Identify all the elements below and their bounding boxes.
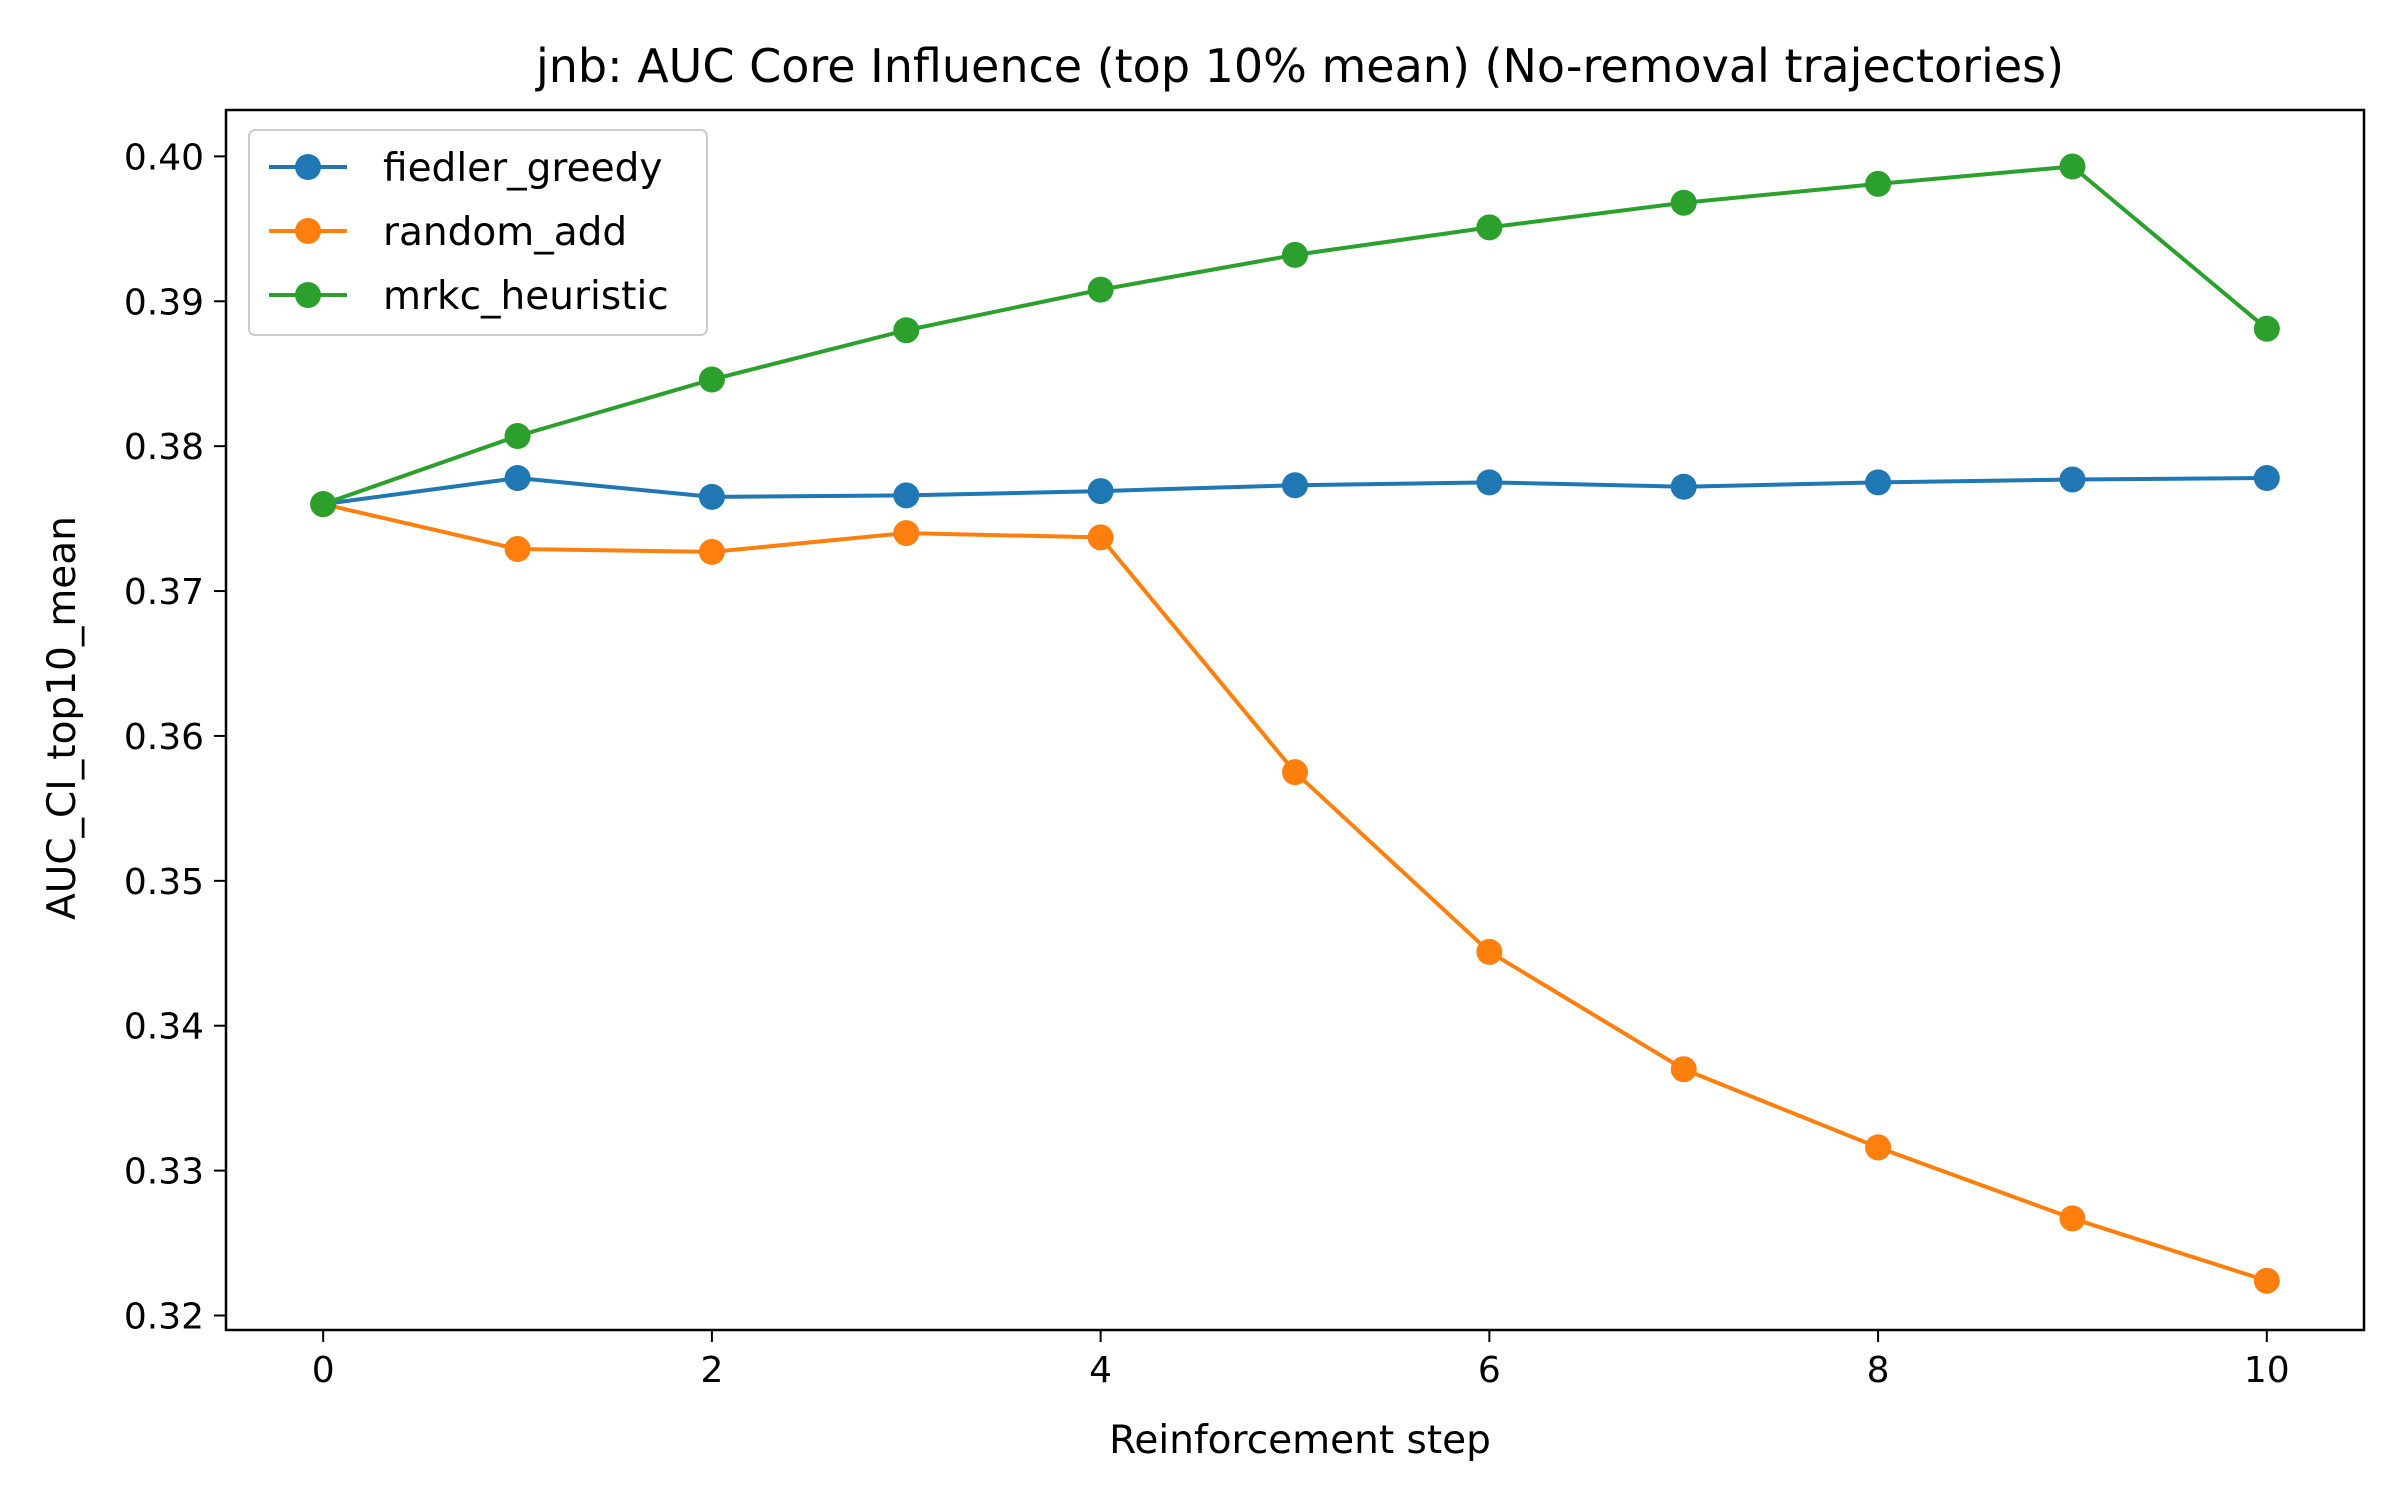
data-point-fiedler_greedy xyxy=(698,483,725,510)
legend-marker-random_add xyxy=(295,218,321,244)
chart-title: jnb: AUC Core Influence (top 10% mean) (… xyxy=(535,39,2064,93)
legend: fiedler_greedy random_add mrkc_heuristic xyxy=(248,129,708,336)
data-point-mrkc_heuristic xyxy=(1087,276,1114,303)
legend-label-fiedler_greedy: fiedler_greedy xyxy=(383,146,662,191)
y-axis-label: AUC_CI_top10_mean xyxy=(40,516,85,920)
x-tick-label: 0 xyxy=(312,1350,335,1391)
data-point-fiedler_greedy xyxy=(1282,472,1308,499)
data-point-mrkc_heuristic xyxy=(1865,170,1892,197)
y-tick-label: 0.37 xyxy=(124,572,204,613)
data-point-mrkc_heuristic xyxy=(504,423,531,450)
data-point-random_add xyxy=(2253,1267,2280,1294)
data-point-fiedler_greedy xyxy=(893,482,920,509)
data-point-random_add xyxy=(698,538,725,565)
data-point-random_add xyxy=(1670,1056,1697,1083)
legend-box xyxy=(248,129,708,336)
x-tick-label: 8 xyxy=(1867,1350,1890,1391)
data-point-random_add xyxy=(1087,524,1114,551)
data-point-mrkc_heuristic xyxy=(1476,214,1503,241)
data-point-random_add xyxy=(504,536,531,563)
data-point-random_add xyxy=(1865,1134,1892,1161)
y-tick-label: 0.35 xyxy=(124,862,204,903)
x-tick-label: 6 xyxy=(1478,1350,1501,1391)
data-point-random_add xyxy=(2059,1205,2086,1232)
data-point-fiedler_greedy xyxy=(1476,469,1503,496)
data-point-mrkc_heuristic xyxy=(310,491,337,518)
x-tick-label: 4 xyxy=(1089,1350,1112,1391)
data-point-random_add xyxy=(1282,759,1308,786)
y-tick-label: 0.32 xyxy=(124,1297,204,1338)
data-point-fiedler_greedy xyxy=(2253,465,2280,492)
data-point-mrkc_heuristic xyxy=(1670,189,1697,216)
y-tick-label: 0.39 xyxy=(124,282,204,323)
legend-label-random_add: random_add xyxy=(383,210,627,255)
data-point-fiedler_greedy xyxy=(1087,478,1114,505)
y-tick-label: 0.40 xyxy=(124,137,204,178)
x-tick-label: 10 xyxy=(2244,1350,2290,1391)
data-point-mrkc_heuristic xyxy=(698,366,725,393)
data-point-random_add xyxy=(1476,938,1503,965)
axes-frame xyxy=(224,108,2366,1332)
y-tick-label: 0.38 xyxy=(124,427,204,468)
legend-marker-fiedler_greedy xyxy=(295,154,321,180)
data-point-mrkc_heuristic xyxy=(2059,153,2086,180)
x-axis-label: Reinforcement step xyxy=(1109,1418,1491,1463)
y-tick-label: 0.36 xyxy=(124,717,204,758)
y-tick-label: 0.34 xyxy=(124,1007,204,1048)
data-point-mrkc_heuristic xyxy=(2253,315,2280,342)
legend-marker-mrkc_heuristic xyxy=(295,282,321,308)
y-tick-label: 0.33 xyxy=(124,1152,204,1193)
data-point-mrkc_heuristic xyxy=(893,317,920,344)
data-point-fiedler_greedy xyxy=(504,465,531,492)
x-tick-label: 2 xyxy=(700,1350,723,1391)
data-point-mrkc_heuristic xyxy=(1282,241,1308,268)
data-point-fiedler_greedy xyxy=(2059,466,2086,493)
data-point-fiedler_greedy xyxy=(1865,469,1892,496)
plot-area: 0 2 4 6 8 10 0.32 0.33 0.34 0.35 0.36 0.37 0.38 0.39 0… xyxy=(124,108,2366,1391)
legend-label-mrkc_heuristic: mrkc_heuristic xyxy=(383,274,669,319)
data-point-fiedler_greedy xyxy=(1670,473,1697,500)
data-point-random_add xyxy=(893,520,920,547)
